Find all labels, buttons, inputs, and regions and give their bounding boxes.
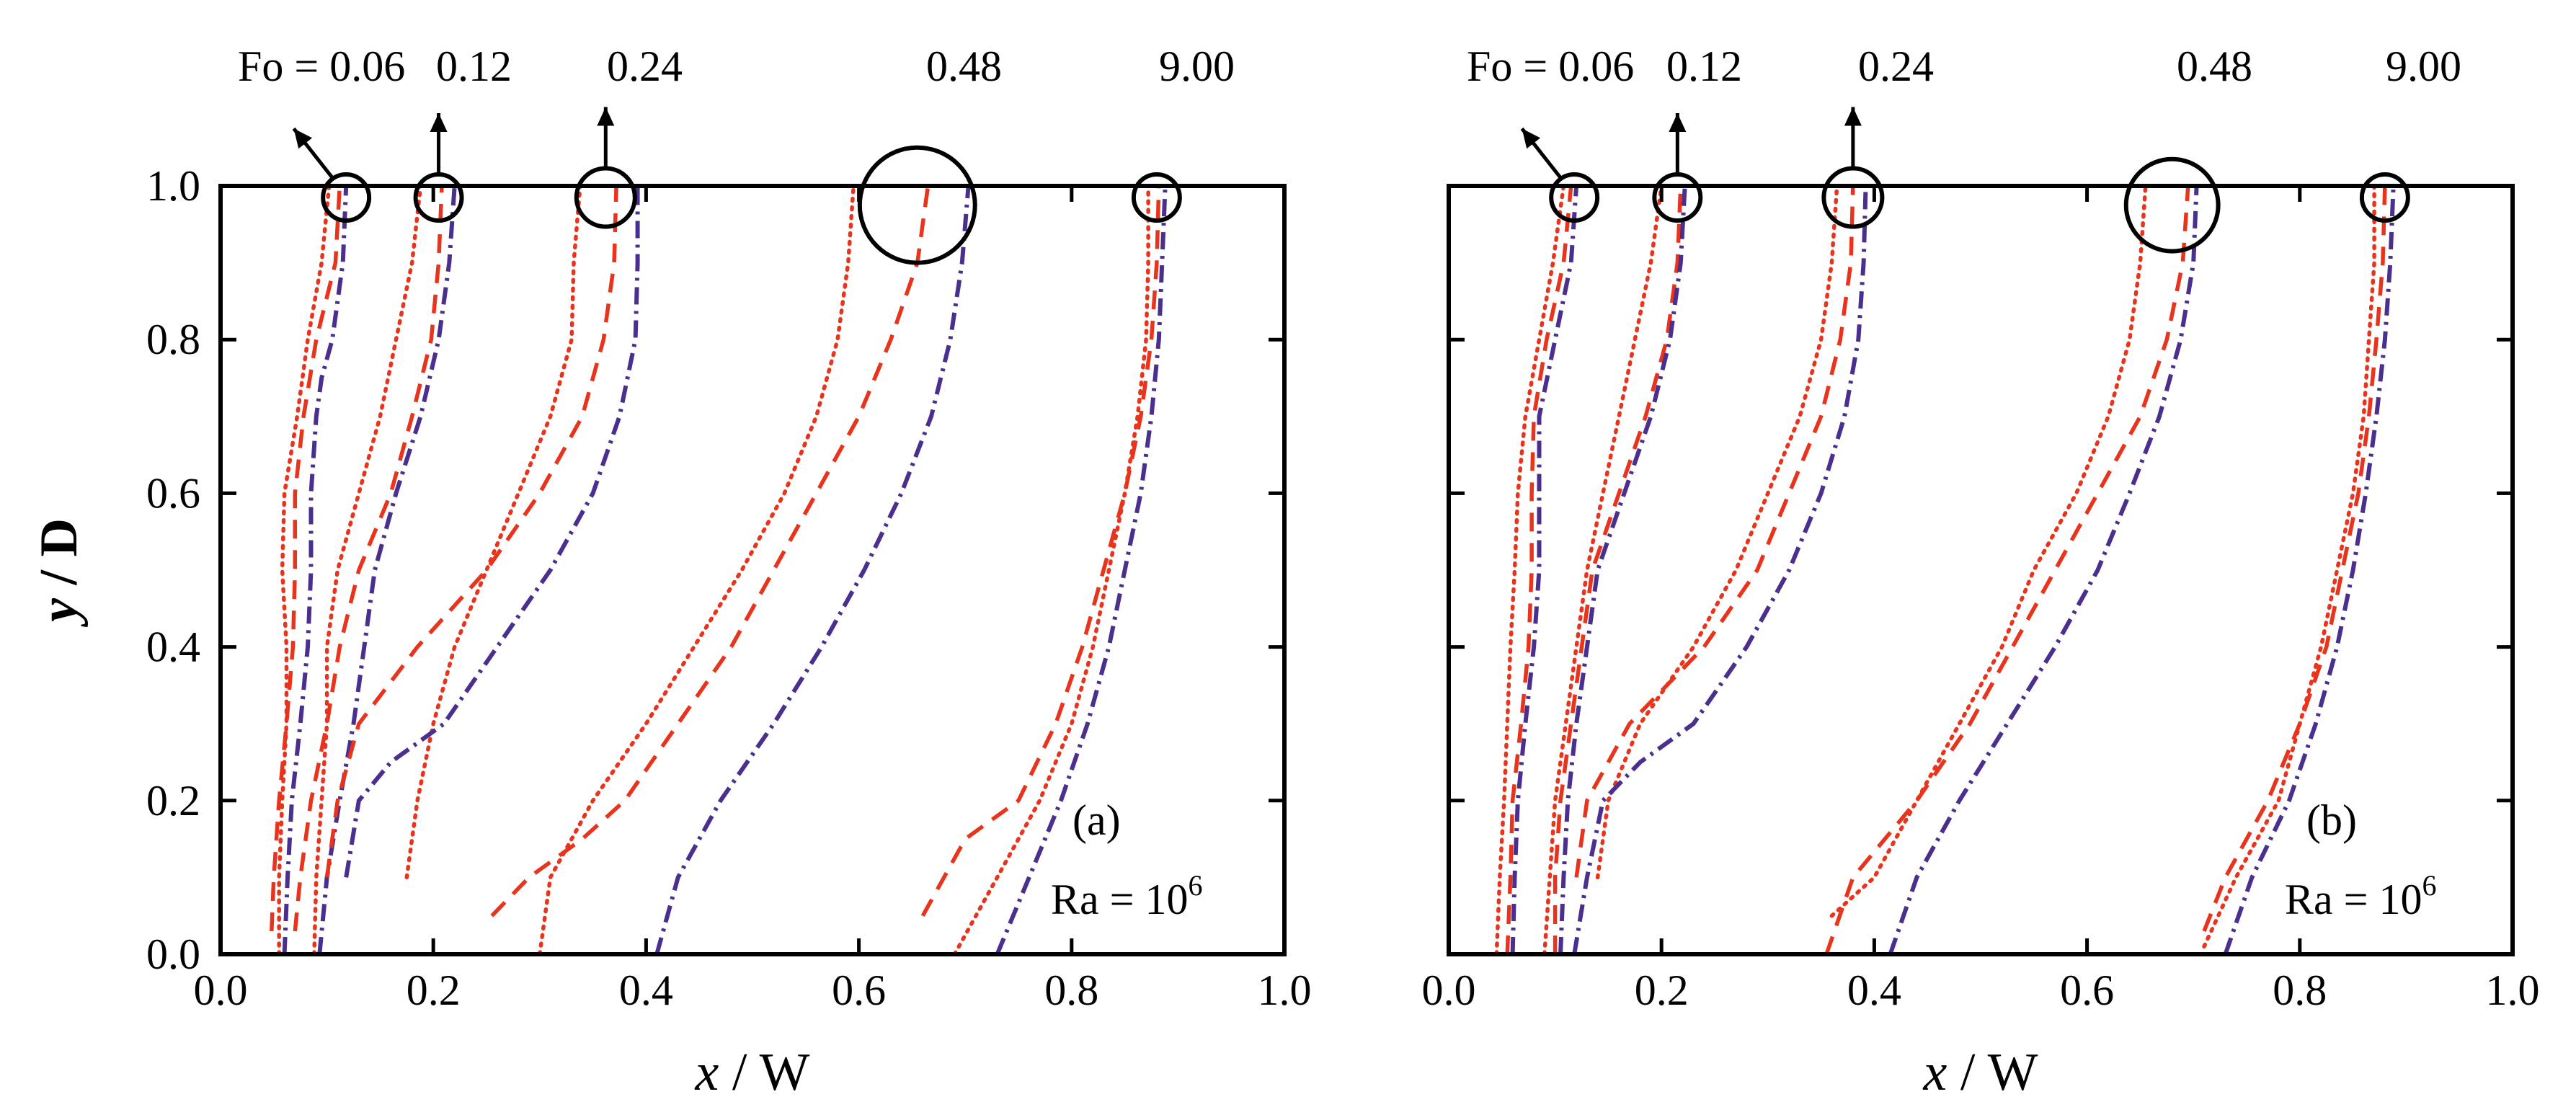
series-line-fo-9_00-dotted (952, 184, 1150, 956)
x-tick-label: 0.4 (619, 967, 673, 1014)
series-line-fo-0_06-dashed (1505, 185, 1573, 955)
x-tick-label: 0.2 (1635, 967, 1689, 1014)
series-line-fo-0_06-dotted (277, 184, 332, 956)
ra-exponent: 6 (1189, 869, 1203, 902)
series-line-fo-9_00-dashdot (2223, 185, 2396, 955)
series-line-fo-0_48-dashdot (654, 185, 971, 955)
fourier-number-label: 0.24 (1858, 43, 1934, 90)
x-tick-label: 0.0 (194, 967, 248, 1014)
series-line-fo-0_48-dashdot (1888, 185, 2199, 955)
x-tick-label: 1.0 (1258, 967, 1312, 1014)
fourier-number-label: 0.12 (436, 43, 512, 90)
highlight-circle (1131, 172, 1182, 223)
series-line-fo-0_12-dashed (293, 185, 444, 932)
highlight-circle (1549, 172, 1600, 223)
ra-exponent: 6 (2422, 869, 2437, 902)
fourier-number-label: 0.12 (1666, 43, 1742, 90)
series-line-fo-0_24-dashed (324, 185, 618, 878)
x-tick-label: 0.0 (1422, 967, 1476, 1014)
fourier-number-label: Fo = 0.06 (1467, 43, 1634, 90)
x-axis-title: x / W (695, 1043, 810, 1102)
y-tick-label: 0.0 (146, 930, 200, 978)
series-line-fo-0_24-dashed (1574, 185, 1855, 878)
rayleigh-annotation: Ra = 106 (2285, 869, 2437, 923)
series-line-fo-0_24-dotted (1595, 184, 1839, 880)
series-line-fo-0_48-dashed (1824, 185, 2190, 955)
fourier-number-label: 0.48 (926, 43, 1002, 90)
highlight-circle (2359, 172, 2410, 223)
arrow-head (1844, 107, 1862, 126)
y-tick-label: 0.4 (146, 623, 200, 671)
series-line-fo-0_06-dashdot (282, 185, 349, 955)
series-line-fo-0_12-dotted (1542, 184, 1664, 956)
x-tick-label: 0.8 (2273, 967, 2327, 1014)
y-tick-label: 1.0 (146, 162, 200, 210)
y-tick-label: 0.2 (146, 777, 200, 825)
highlight-circle (857, 145, 977, 265)
fourier-number-label: 0.24 (607, 43, 683, 90)
series-line-fo-9_00-dashed (2202, 185, 2387, 933)
panel-label: (a) (1072, 796, 1121, 844)
highlight-circle (574, 166, 637, 229)
series-line-fo-0_48-dotted (538, 184, 856, 956)
rayleigh-annotation: Ra = 106 (1051, 869, 1203, 923)
x-tick-label: 0.6 (832, 967, 886, 1014)
series-line-fo-9_00-dotted (2202, 184, 2376, 949)
arrow-head (597, 107, 615, 126)
panel-b: 0.0 0.2 0.4 0.6 0.8 1.0 Fo = 0.06 0.12 0.24 0.48… (1422, 43, 2540, 1102)
series-line-fo-0_24-dashdot (344, 186, 640, 878)
y-axis-title: y / D (30, 518, 89, 628)
x-axis-title: x / W (1923, 1043, 2038, 1102)
y-tick-label: 0.8 (146, 316, 200, 363)
y-tick-label: 0.6 (146, 469, 200, 517)
series-line-fo-0_06-dashdot (1510, 185, 1579, 955)
x-tick-label: 0.4 (1847, 967, 1901, 1014)
plot-frame (218, 184, 1287, 956)
x-tick-label: 1.0 (2486, 967, 2540, 1014)
arrow-head (1669, 113, 1687, 133)
fourier-number-label: Fo = 0.06 (238, 43, 405, 90)
fourier-number-label: 0.48 (2177, 43, 2252, 90)
series-line-fo-0_12-dotted (312, 184, 423, 956)
highlight-circle (321, 172, 372, 223)
panel-a: 0.0 0.2 0.4 0.6 0.8 1.0 0.0 0.2 0.4 0.6 0.8 1.0 Fo … (30, 43, 1312, 1102)
series-line-fo-0_48-dashed (490, 185, 931, 917)
series-line-fo-0_12-dashdot (1558, 185, 1687, 955)
series-line-fo-0_24-dashdot (1572, 185, 1868, 955)
arrow-head (430, 113, 448, 133)
series-line-fo-0_06-dotted (1494, 184, 1566, 956)
series-line-fo-9_00-dashdot (995, 185, 1168, 956)
panel-label: (b) (2306, 796, 2357, 844)
series-line-fo-9_00-dashed (920, 185, 1161, 917)
series-line-fo-0_06-dashed (270, 185, 342, 932)
fourier-number-label: 9.00 (2386, 43, 2461, 90)
series-line-fo-0_12-dashed (1553, 185, 1683, 954)
ra-base: Ra = 10 (2285, 876, 2422, 923)
x-tick-label: 0.6 (2060, 967, 2114, 1014)
plot-frame (1447, 184, 2515, 956)
fourier-number-label: 9.00 (1159, 43, 1235, 90)
ra-base: Ra = 10 (1051, 876, 1189, 923)
series-line-fo-0_48-dotted (1829, 184, 2148, 918)
series-line-fo-0_24-dotted (404, 184, 582, 880)
x-tick-label: 0.8 (1044, 967, 1098, 1014)
x-tick-label: 0.2 (407, 967, 461, 1014)
arrow-head (293, 128, 313, 149)
arrow-head (1522, 128, 1541, 149)
highlight-circle (2123, 156, 2221, 254)
